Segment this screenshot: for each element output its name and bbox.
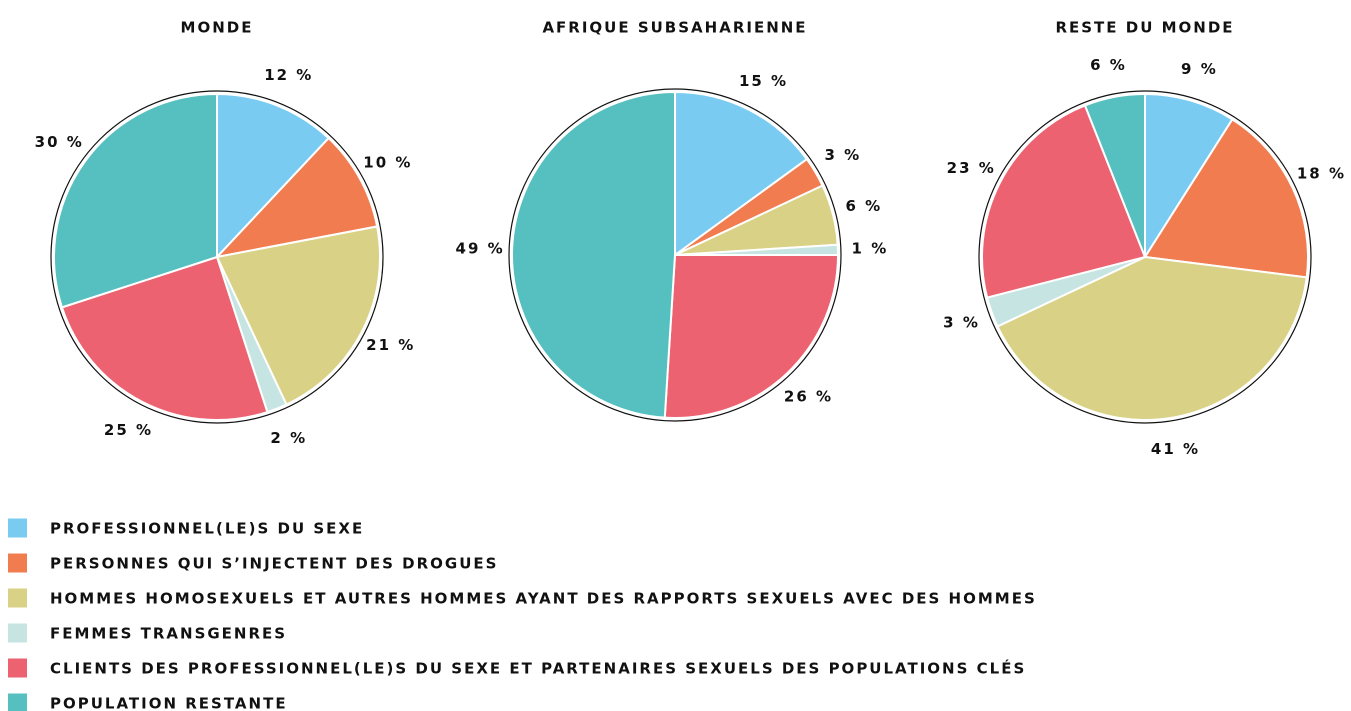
legend-label: HOMMES HOMOSEXUELS ET AUTRES HOMMES AYAN…: [50, 590, 1037, 608]
pie-slice: [1083, 92, 1146, 258]
value-label: 23 %: [947, 159, 996, 177]
pie-slice: [1143, 117, 1309, 279]
value-label: 15 %: [739, 72, 788, 90]
value-label: 3 %: [943, 314, 980, 332]
value-label: 12 %: [264, 66, 313, 84]
value-label: 41 %: [1151, 440, 1200, 458]
value-label: 21 %: [366, 336, 415, 354]
pie-outline: [50, 90, 384, 424]
legend-swatch: [8, 518, 27, 538]
chart-title: AFRIQUE SUBSAHARIENNE: [542, 19, 807, 37]
legend-label: PERSONNES QUI S’INJECTENT DES DROGUES: [50, 555, 498, 573]
legend-label: PROFESSIONNEL(LE)S DU SEXE: [50, 520, 364, 538]
pie-slice: [674, 90, 809, 257]
legend-swatch: [8, 553, 27, 573]
value-label: 3 %: [824, 146, 861, 164]
pie-outline: [508, 88, 842, 422]
value-label: 6 %: [846, 197, 883, 215]
pie-slice: [981, 104, 1147, 299]
value-label: 1 %: [852, 239, 889, 257]
pie-slice: [214, 136, 379, 259]
pie-slice: [996, 255, 1308, 421]
pie-slice: [511, 90, 676, 419]
value-label: 49 %: [456, 239, 505, 257]
legend-swatch: [8, 693, 27, 711]
pie-slice: [663, 254, 840, 419]
legend-swatch: [8, 588, 27, 608]
pie-slice: [216, 92, 330, 260]
pie-slice: [1144, 92, 1234, 261]
value-label: 10 %: [363, 154, 412, 172]
chart-title: MONDE: [181, 19, 254, 37]
legend-swatch: [8, 623, 27, 643]
legend-label: CLIENTS DES PROFESSIONNEL(LE)S DU SEXE E…: [50, 659, 1026, 678]
pie-slice: [60, 255, 269, 421]
value-label: 9 %: [1181, 60, 1218, 78]
value-label: 25 %: [104, 421, 153, 439]
value-label: 30 %: [35, 133, 84, 151]
pie-outline: [978, 90, 1312, 424]
pie-slice: [53, 92, 218, 309]
value-label: 6 %: [1090, 56, 1127, 74]
legend-swatch: [8, 658, 27, 678]
chart-title: RESTE DU MONDE: [1055, 19, 1234, 37]
value-label: 2 %: [270, 429, 307, 447]
value-label: 26 %: [784, 388, 833, 406]
legend-label: FEMMES TRANSGENRES: [50, 625, 287, 643]
pie-slice: [215, 225, 381, 406]
value-label: 18 %: [1297, 164, 1346, 182]
legend-label: POPULATION RESTANTE: [50, 695, 288, 711]
